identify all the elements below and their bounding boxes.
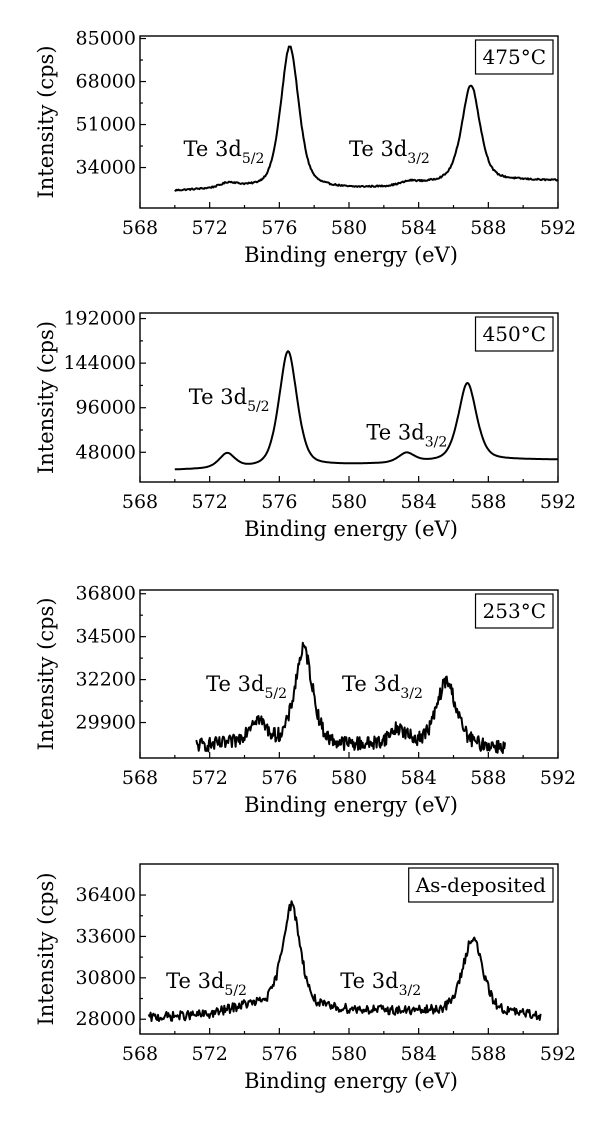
x-tick-label: 592 [540, 767, 576, 789]
peak-annotation: Te 3d3/2 [340, 969, 421, 999]
xps-spectrum-line [195, 641, 506, 754]
x-tick-label: 588 [470, 767, 506, 789]
xps-spectrum-line [147, 900, 542, 1022]
x-tick-label: 580 [331, 767, 367, 789]
x-tick-label: 592 [540, 217, 576, 239]
x-tick-label: 580 [331, 1043, 367, 1065]
peak-annotation-main: Te 3d [342, 672, 400, 696]
xps-panel-3: 568 572 576 580 584 588 592 28000 30800 33600 3640… [34, 863, 576, 1093]
y-tick-label: 34000 [76, 157, 136, 179]
peak-annotation: Te 3d5/2 [184, 137, 265, 167]
xps-spectrum-line [174, 350, 559, 471]
y-axis-title: Intensity (cps) [34, 872, 58, 1025]
panel-label-box [474, 316, 554, 352]
peak-annotation-main: Te 3d [166, 969, 224, 993]
x-axis-title: Binding energy (eV) [244, 517, 458, 541]
peak-annotation: Te 3d3/2 [349, 137, 430, 167]
peak-annotation-sub: 5/2 [242, 151, 265, 167]
x-tick-label: 588 [470, 1043, 506, 1065]
y-tick-label: 51000 [76, 114, 136, 136]
x-tick-label: 580 [331, 491, 367, 513]
y-tick-label: 192000 [63, 308, 136, 330]
peak-annotation-main: Te 3d [340, 969, 398, 993]
x-tick-label: 588 [470, 491, 506, 513]
y-tick-label: 32200 [76, 669, 136, 691]
peak-annotation-sub: 3/2 [400, 686, 423, 702]
x-tick-label: 568 [122, 1043, 158, 1065]
y-tick-label: 30800 [76, 967, 136, 989]
xps-panel-2: 568 572 576 580 584 588 592 29900 32200 34500 3680… [34, 583, 576, 817]
x-tick-label: 572 [192, 491, 228, 513]
panel-label: 475°C [483, 45, 546, 69]
x-tick-label: 576 [261, 491, 297, 513]
x-tick-label: 568 [122, 217, 158, 239]
peak-annotation-main: Te 3d [184, 137, 242, 161]
x-tick-label: 588 [470, 217, 506, 239]
peak-annotation-main: Te 3d [206, 672, 264, 696]
peak-annotation-main: Te 3d [189, 385, 247, 409]
peak-annotation-sub: 5/2 [264, 686, 287, 702]
panel-label-box [408, 867, 554, 903]
x-axis-title: Binding energy (eV) [244, 1069, 458, 1093]
x-tick-label: 580 [331, 217, 367, 239]
x-tick-label: 584 [401, 767, 437, 789]
panel-label: As-deposited [415, 873, 546, 897]
y-axis-title: Intensity (cps) [34, 597, 58, 750]
peak-annotation-sub: 5/2 [224, 983, 247, 999]
x-tick-label: 568 [122, 767, 158, 789]
peak-annotation: Te 3d5/2 [166, 969, 247, 999]
panel-label-box [474, 593, 554, 629]
y-tick-label: 29900 [76, 712, 136, 734]
peak-annotation-main: Te 3d [349, 137, 407, 161]
y-tick-label: 36800 [76, 583, 136, 605]
y-tick-label: 85000 [76, 28, 136, 50]
peak-annotation-main: Te 3d [366, 420, 424, 444]
y-tick-label: 33600 [76, 925, 136, 947]
x-tick-label: 576 [261, 1043, 297, 1065]
y-tick-label: 28000 [76, 1008, 136, 1030]
x-tick-label: 576 [261, 767, 297, 789]
peak-annotation: Te 3d5/2 [206, 672, 287, 702]
x-tick-label: 572 [192, 767, 228, 789]
peak-annotation-sub: 5/2 [247, 399, 270, 415]
x-tick-label: 568 [122, 491, 158, 513]
y-tick-label: 96000 [76, 397, 136, 419]
xps-panel-1: 568 572 576 580 584 588 592 48000 96000 144000 192… [34, 308, 576, 541]
x-tick-label: 572 [192, 1043, 228, 1065]
y-tick-label: 34500 [76, 626, 136, 648]
panel-label-box [474, 39, 554, 75]
peak-annotation: Te 3d3/2 [342, 672, 423, 702]
x-tick-label: 592 [540, 491, 576, 513]
peak-annotation-sub: 3/2 [399, 983, 422, 999]
x-tick-label: 576 [261, 217, 297, 239]
y-axis-title: Intensity (cps) [34, 321, 58, 474]
panel-label: 450°C [483, 322, 546, 346]
xps-panel-0: 568 572 576 580 584 588 592 34000 51000 68000 8500… [34, 28, 576, 267]
x-tick-label: 584 [401, 491, 437, 513]
peak-annotation-sub: 3/2 [425, 434, 448, 450]
x-tick-label: 592 [540, 1043, 576, 1065]
y-axis-title: Intensity (cps) [34, 45, 58, 198]
x-tick-label: 584 [401, 1043, 437, 1065]
y-tick-label: 36400 [76, 884, 136, 906]
x-tick-label: 584 [401, 217, 437, 239]
peak-annotation-sub: 3/2 [407, 151, 430, 167]
y-tick-label: 68000 [76, 71, 136, 93]
y-tick-label: 144000 [63, 352, 136, 374]
x-axis-title: Binding energy (eV) [244, 793, 458, 817]
y-tick-label: 48000 [76, 441, 136, 463]
peak-annotation: Te 3d3/2 [366, 420, 447, 450]
peak-annotation: Te 3d5/2 [189, 385, 270, 415]
x-tick-label: 572 [192, 217, 228, 239]
x-axis-title: Binding energy (eV) [244, 243, 458, 267]
xps-spectrum-line [174, 45, 559, 192]
panel-label: 253°C [483, 599, 546, 623]
